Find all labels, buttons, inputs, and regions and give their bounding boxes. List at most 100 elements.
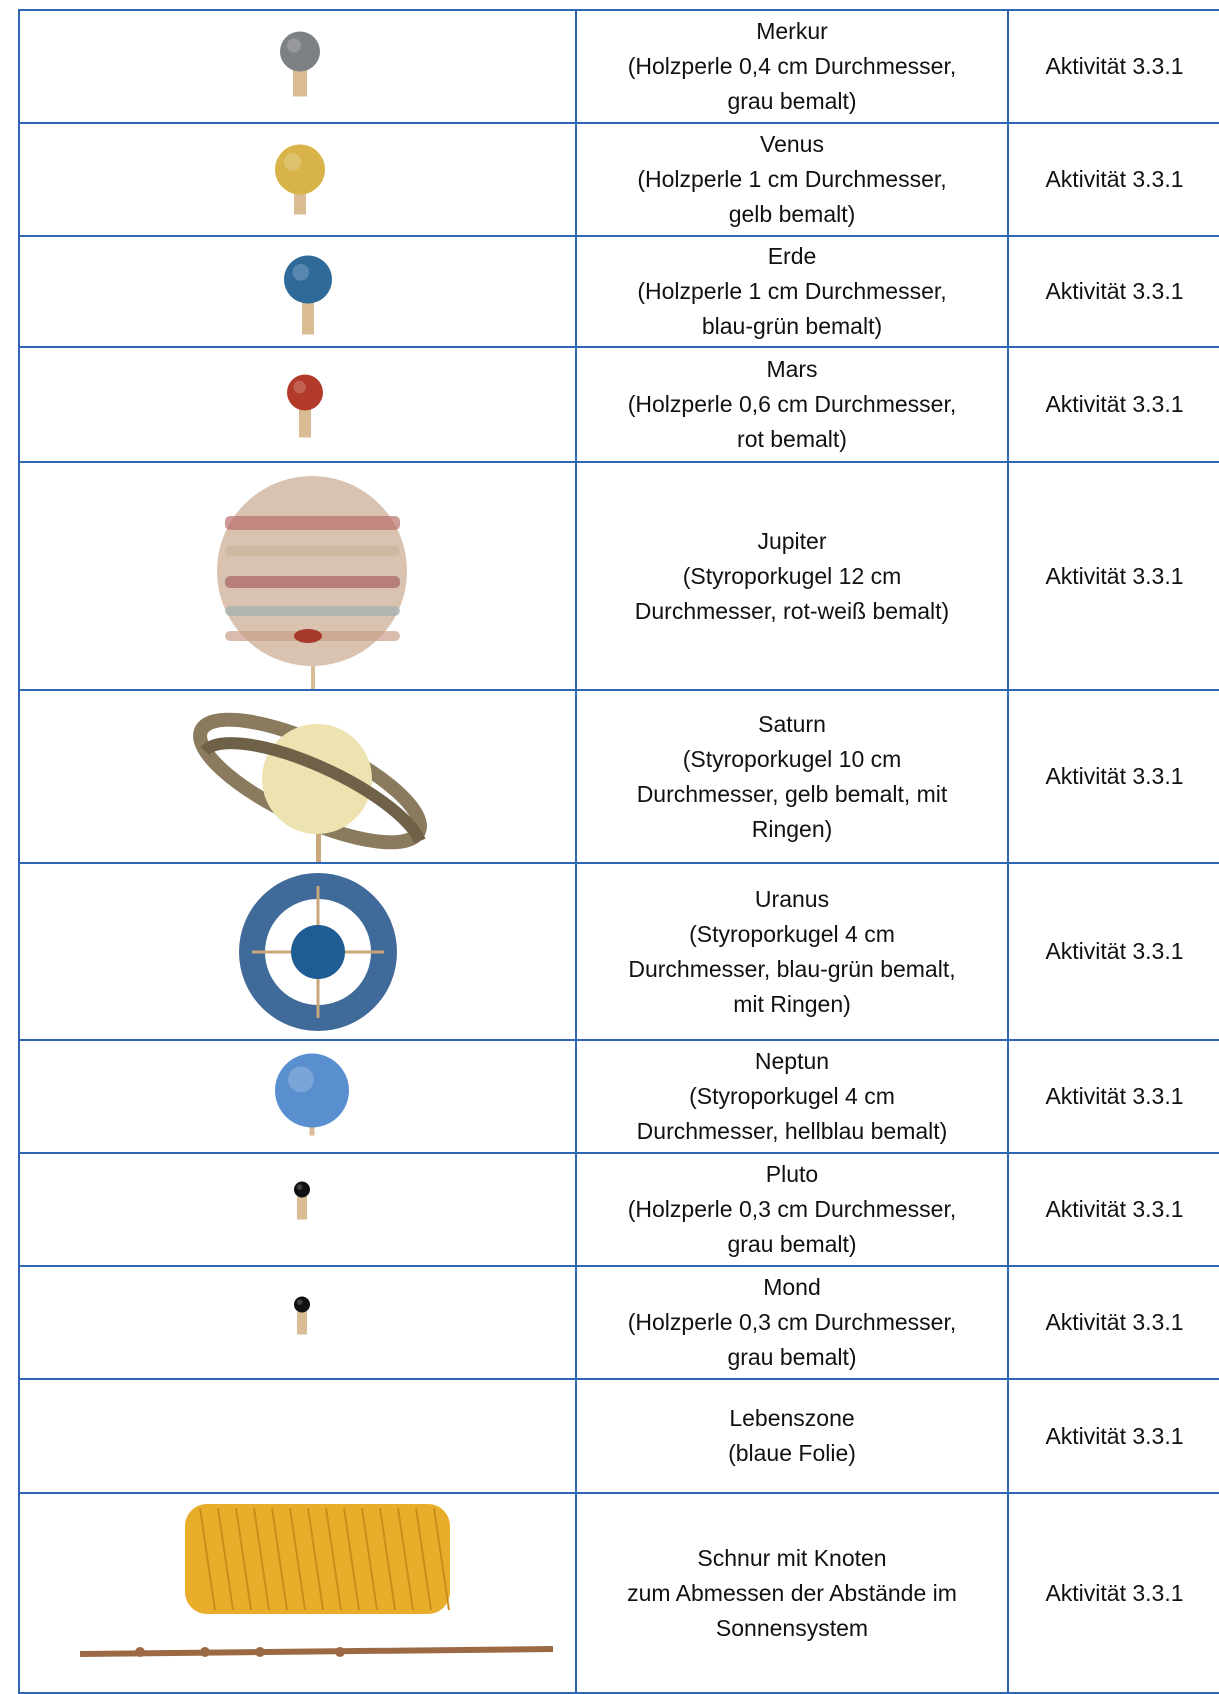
illustration	[275, 144, 325, 215]
illustration	[294, 1296, 310, 1335]
illustration	[20, 1380, 573, 1492]
description-line: (Holzperle 1 cm Durchmesser,	[637, 166, 947, 192]
description-cell: Venus (Holzperle 1 cm Durchmesser, gelb be…	[575, 122, 1009, 237]
description-cell: Pluto (Holzperle 0,3 cm Durchmesser, grau …	[575, 1152, 1009, 1267]
table-row: Mond (Holzperle 0,3 cm Durchmesser, grau b…	[18, 1265, 1219, 1380]
activity-cell: Aktivität 3.3.1	[1007, 1492, 1219, 1694]
illustration-part	[200, 1647, 210, 1657]
description-line: mit Ringen)	[733, 990, 851, 1017]
description-line: (blaue Folie)	[728, 1440, 856, 1466]
description-line: Pluto	[765, 1161, 819, 1187]
illustration	[275, 1053, 349, 1136]
illustration-part	[294, 1181, 310, 1198]
table-row: Venus (Holzperle 1 cm Durchmesser, gelb be…	[18, 122, 1219, 237]
illustration-part	[296, 1299, 303, 1305]
image-cell	[18, 1378, 577, 1494]
illustration-part	[287, 1066, 314, 1093]
description-line: Mond	[763, 1274, 821, 1300]
activity-cell: Aktivität 3.3.1	[1007, 1378, 1219, 1494]
table-row: Jupiter (Styroporkugel 12 cm Durchmesser, …	[18, 461, 1219, 691]
description-line: grau bemalt)	[727, 1344, 857, 1370]
activity-cell: Aktivität 3.3.1	[1007, 1265, 1219, 1380]
illustration-part	[307, 1507, 324, 1611]
description-line: Merkur	[756, 18, 828, 44]
table-row: Mars (Holzperle 0,6 cm Durchmesser, rot be…	[18, 346, 1219, 463]
description-cell: Erde (Holzperle 1 cm Durchmesser, blau-grü…	[575, 235, 1009, 348]
activity-cell: Aktivität 3.3.1	[1007, 235, 1219, 348]
illustration-part	[200, 737, 426, 844]
illustration-part	[217, 1507, 234, 1611]
illustration-part	[335, 1647, 345, 1657]
illustration-part	[296, 1184, 303, 1190]
description-line: Durchmesser, rot-weiß bemalt)	[634, 597, 950, 624]
illustration	[280, 31, 320, 97]
image-cell	[18, 1492, 577, 1694]
activity-cell: Aktivität 3.3.1	[1007, 9, 1219, 124]
description-cell: Merkur (Holzperle 0,4 cm Durchmesser, grau…	[575, 9, 1009, 124]
description-line: Schnur mit Knoten	[697, 1544, 887, 1571]
illustration-part	[415, 1507, 432, 1611]
illustration-part	[280, 31, 320, 72]
illustration-part	[325, 1507, 342, 1611]
image-cell	[18, 235, 577, 348]
illustration-part	[287, 38, 301, 53]
description-line: zum Abmessen der Abstände im	[627, 1579, 957, 1606]
illustration	[294, 1181, 310, 1220]
description-cell: Jupiter (Styroporkugel 12 cm Durchmesser, …	[575, 461, 1009, 691]
description-line: (Holzperle 1 cm Durchmesser,	[637, 278, 947, 304]
description-line: (Holzperle 0,3 cm Durchmesser,	[627, 1196, 957, 1222]
illustration-part	[316, 811, 321, 862]
illustration-part	[271, 1507, 288, 1611]
illustration	[287, 374, 323, 438]
image-cell	[18, 689, 577, 864]
description-line: Sonnensystem	[715, 1614, 869, 1641]
image-cell	[18, 1152, 577, 1267]
illustration-part	[294, 1296, 310, 1313]
illustration-part	[275, 144, 325, 195]
description-line: Mars	[766, 356, 818, 382]
description-cell: Schnur mit Knoten zum Abmessen der Abstän…	[575, 1492, 1009, 1694]
illustration-part	[289, 1507, 306, 1611]
image-cell	[18, 122, 577, 237]
description-line: rot bemalt)	[737, 426, 847, 452]
illustration-part	[379, 1507, 396, 1611]
activity-cell: Aktivität 3.3.1	[1007, 1039, 1219, 1154]
illustration-part	[253, 1507, 270, 1611]
illustration	[217, 476, 407, 689]
table-row: Uranus (Styroporkugel 4 cm Durchmesser, bl…	[18, 862, 1219, 1041]
illustration-part	[397, 1507, 414, 1611]
table-row: Merkur (Holzperle 0,4 cm Durchmesser, grau…	[18, 9, 1219, 124]
illustration	[79, 1504, 554, 1657]
illustration-part	[199, 1507, 216, 1611]
description-line: (Holzperle 0,4 cm Durchmesser,	[627, 53, 957, 79]
illustration	[193, 712, 427, 862]
description-line: Ringen)	[751, 815, 833, 842]
illustration-part	[287, 374, 323, 411]
table-row: Erde (Holzperle 1 cm Durchmesser, blau-grü…	[18, 235, 1219, 348]
description-line: (Styroporkugel 12 cm	[682, 562, 902, 589]
table-row: Pluto (Holzperle 0,3 cm Durchmesser, grau …	[18, 1152, 1219, 1267]
illustration-part	[343, 1507, 360, 1611]
table-row: Neptun (Styroporkugel 4 cm Durchmesser, he…	[18, 1039, 1219, 1154]
image-cell	[18, 9, 577, 124]
illustration-part	[297, 1304, 307, 1335]
description-line: blau-grün bemalt)	[701, 313, 883, 339]
image-cell	[18, 862, 577, 1041]
table-row: Saturn (Styroporkugel 10 cm Durchmesser, g…	[18, 689, 1219, 864]
materials-table: Merkur (Holzperle 0,4 cm Durchmesser, grau…	[18, 9, 1219, 1694]
description-line: Durchmesser, hellblau bemalt)	[636, 1118, 948, 1144]
illustration-part	[292, 263, 310, 281]
illustration-part	[225, 546, 400, 556]
illustration-part	[283, 153, 302, 171]
illustration-part	[225, 606, 400, 616]
description-cell: Saturn (Styroporkugel 10 cm Durchmesser, g…	[575, 689, 1009, 864]
description-cell: Neptun (Styroporkugel 4 cm Durchmesser, he…	[575, 1039, 1009, 1154]
illustration-part	[255, 1647, 265, 1657]
description-line: (Holzperle 0,6 cm Durchmesser,	[627, 391, 957, 417]
illustration-part	[79, 1646, 554, 1657]
image-cell	[18, 346, 577, 463]
description-line: gelb bemalt)	[728, 201, 856, 227]
description-line: (Holzperle 0,3 cm Durchmesser,	[627, 1309, 957, 1335]
illustration	[239, 873, 397, 1031]
